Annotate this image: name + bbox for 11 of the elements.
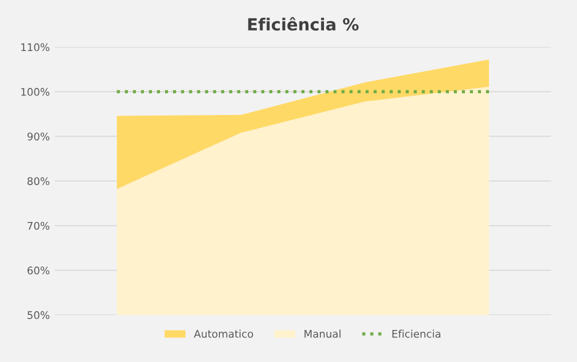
legend-label: Eficiencia xyxy=(392,330,440,338)
y-tick-label: 110% xyxy=(21,43,50,52)
legend-label: Manual xyxy=(304,330,340,338)
y-tick-label: 50% xyxy=(28,311,50,320)
legend-label: Automatico xyxy=(194,330,254,338)
y-tick-label: 80% xyxy=(28,177,50,186)
chart-title: Eficiência % xyxy=(248,17,359,31)
y-tick-label: 60% xyxy=(28,266,50,274)
y-tick-label: 70% xyxy=(28,222,50,230)
y-tick-label: 100% xyxy=(21,88,50,96)
y-tick-label: 90% xyxy=(27,132,50,140)
